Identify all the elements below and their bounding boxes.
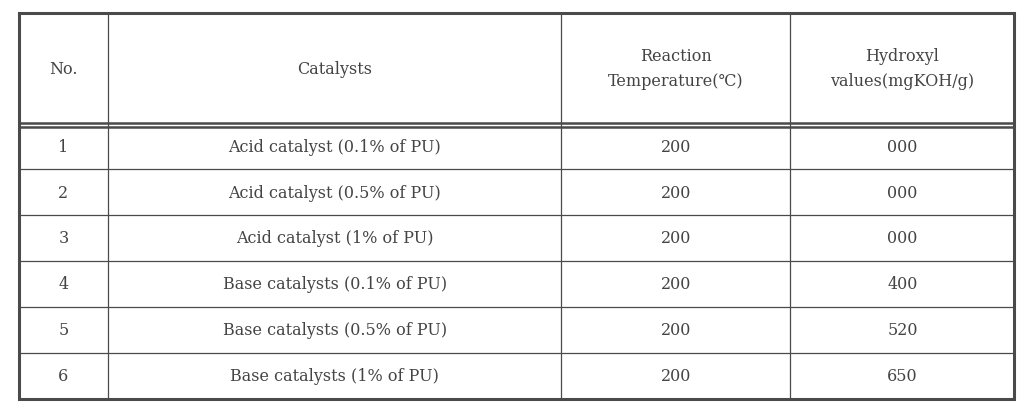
Text: 200: 200 [661, 321, 691, 338]
Bar [108, 307, 561, 353]
Text: 1: 1 [58, 138, 68, 155]
Text: 000: 000 [887, 184, 917, 201]
Text: 650: 650 [887, 367, 917, 384]
Bar [561, 216, 790, 261]
Bar [19, 353, 108, 399]
Text: Base catalysts (1% of PU): Base catalysts (1% of PU) [230, 367, 439, 384]
Text: 5: 5 [58, 321, 68, 338]
Bar [108, 170, 561, 216]
Bar [19, 14, 108, 124]
Text: 200: 200 [661, 367, 691, 384]
Bar [790, 261, 1014, 307]
Bar [790, 307, 1014, 353]
Text: Reaction
Temperature(℃): Reaction Temperature(℃) [608, 48, 744, 90]
Bar [19, 170, 108, 216]
Bar [19, 307, 108, 353]
Bar [790, 170, 1014, 216]
Bar [19, 216, 108, 261]
Bar [19, 124, 108, 170]
Bar [108, 261, 561, 307]
Text: No.: No. [50, 61, 77, 78]
Bar [108, 353, 561, 399]
Bar [561, 261, 790, 307]
Bar [561, 307, 790, 353]
Bar [790, 216, 1014, 261]
Bar [790, 124, 1014, 170]
Text: 200: 200 [661, 230, 691, 247]
Text: Acid catalyst (1% of PU): Acid catalyst (1% of PU) [236, 230, 434, 247]
Text: 200: 200 [661, 184, 691, 201]
Text: 3: 3 [58, 230, 68, 247]
Text: 200: 200 [661, 275, 691, 292]
Bar [108, 14, 561, 124]
Text: 4: 4 [58, 275, 68, 292]
Text: Hydroxyl
values(mgKOH/g): Hydroxyl values(mgKOH/g) [831, 48, 974, 90]
Bar [561, 14, 790, 124]
Bar [561, 170, 790, 216]
Text: 520: 520 [887, 321, 917, 338]
Text: 200: 200 [661, 138, 691, 155]
Text: Base catalysts (0.5% of PU): Base catalysts (0.5% of PU) [223, 321, 447, 338]
Text: 000: 000 [887, 230, 917, 247]
Text: 400: 400 [887, 275, 917, 292]
Text: Acid catalyst (0.1% of PU): Acid catalyst (0.1% of PU) [228, 138, 441, 155]
Bar [561, 124, 790, 170]
Text: Base catalysts (0.1% of PU): Base catalysts (0.1% of PU) [223, 275, 447, 292]
Text: 6: 6 [58, 367, 68, 384]
Bar [790, 14, 1014, 124]
Text: Catalysts: Catalysts [298, 61, 372, 78]
Bar [108, 124, 561, 170]
Text: Acid catalyst (0.5% of PU): Acid catalyst (0.5% of PU) [228, 184, 441, 201]
Text: 000: 000 [887, 138, 917, 155]
Bar [561, 353, 790, 399]
Text: 2: 2 [58, 184, 68, 201]
Bar [108, 216, 561, 261]
Bar [19, 261, 108, 307]
Bar [790, 353, 1014, 399]
